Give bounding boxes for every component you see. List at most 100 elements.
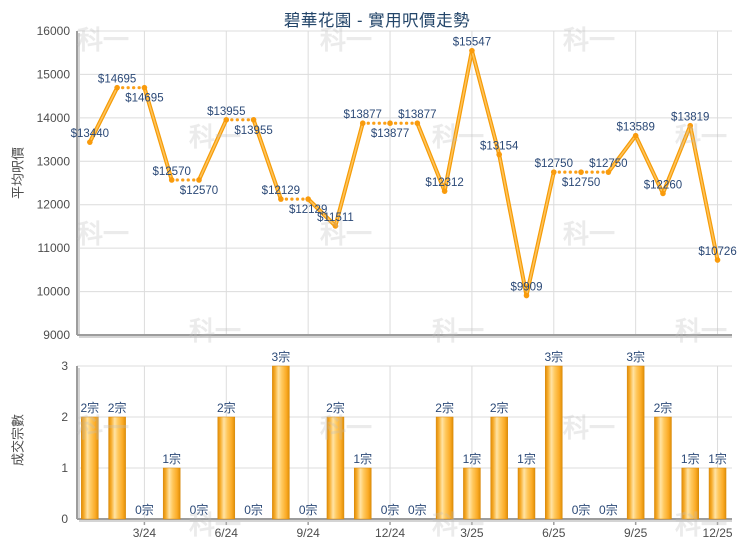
- watermark-text: 科一: [675, 122, 727, 152]
- price-point: [578, 169, 584, 175]
- transaction-bar: [708, 467, 727, 520]
- price-point: [605, 169, 612, 175]
- bar-value-label: 0宗: [135, 502, 154, 517]
- price-point-label: $12260: [644, 179, 682, 191]
- price-point-label: $12570: [153, 166, 191, 178]
- price-line-highlight: [334, 122, 364, 227]
- price-point-label: $11511: [317, 212, 354, 224]
- transaction-bar: [435, 416, 454, 520]
- price-point-label: $13955: [207, 106, 245, 118]
- bar-value-label: 2宗: [326, 400, 345, 415]
- price-point: [196, 177, 202, 183]
- transaction-bar: [162, 467, 181, 520]
- transaction-bar: [272, 365, 290, 520]
- price-line-highlight: [252, 119, 282, 200]
- count-y-tick-label: 3: [61, 359, 68, 373]
- price-point-label: $12570: [180, 185, 218, 197]
- price-point-label: $13819: [671, 112, 709, 124]
- bar-value-label: 1宗: [681, 451, 700, 466]
- price-point-label: $13877: [344, 109, 382, 121]
- price-point: [496, 151, 503, 158]
- bar-value-label: 0宗: [381, 502, 400, 517]
- price-point: [168, 177, 175, 183]
- price-line-highlight: [471, 49, 501, 156]
- price-line-highlight: [416, 122, 446, 192]
- bar-value-label: 2宗: [80, 400, 99, 415]
- watermark-text: 科一: [675, 316, 727, 346]
- watermark-text: 科一: [189, 316, 241, 346]
- price-point: [278, 196, 284, 202]
- count-y-tick-label: 2: [61, 410, 68, 424]
- watermark-text: 科一: [77, 413, 129, 443]
- price-point-label: $10726: [698, 246, 736, 258]
- price-line-highlight: [689, 124, 719, 261]
- bar-value-label: 2宗: [217, 400, 236, 415]
- price-point-label: $12750: [589, 158, 627, 170]
- bar-value-label: 0宗: [299, 502, 318, 517]
- transaction-bar: [217, 416, 236, 520]
- price-y-tick-label: 11000: [38, 241, 71, 255]
- transaction-bar: [545, 365, 563, 520]
- watermark-text: 科一: [563, 25, 615, 55]
- price-point: [332, 223, 339, 229]
- price-line-highlight: [143, 86, 173, 181]
- watermark-text: 科一: [77, 25, 129, 55]
- bar-value-label: 0宗: [599, 502, 618, 517]
- price-point: [359, 120, 366, 126]
- price-chart-gridlines: [77, 30, 732, 335]
- price-point: [223, 117, 230, 123]
- watermark-text: 科一: [77, 219, 129, 249]
- bar-value-label: 0宗: [190, 502, 209, 517]
- bar-value-label: 2宗: [435, 400, 454, 415]
- price-point-label: $13589: [616, 122, 654, 134]
- price-axis-title: 平均呎價: [10, 146, 26, 200]
- price-point-label: $14695: [98, 74, 136, 86]
- price-point: [632, 132, 639, 139]
- bar-value-label: 0宗: [572, 502, 591, 517]
- price-point: [414, 120, 421, 126]
- axes: [76, 31, 732, 525]
- price-y-tick-label: 13000: [37, 154, 71, 168]
- price-line-highlight: [607, 134, 637, 173]
- price-line-highlight: [307, 198, 337, 227]
- transaction-bar: [654, 416, 672, 520]
- x-tick-label: 3/25: [460, 526, 484, 540]
- price-line: [87, 48, 720, 298]
- transaction-bar: [681, 467, 699, 520]
- price-point: [114, 84, 120, 91]
- watermark-text: 科一: [189, 122, 241, 152]
- price-point-label: $13440: [71, 128, 109, 140]
- bar-value-label: 3宗: [544, 349, 563, 364]
- price-y-tick-label: 10000: [37, 285, 71, 299]
- price-point: [687, 122, 694, 129]
- watermark-text: 科一: [432, 316, 484, 346]
- count-y-tick-label: 0: [61, 512, 68, 526]
- price-point-label: $9909: [511, 282, 543, 294]
- x-tick-label: 6/24: [215, 526, 239, 540]
- labels: 16000 15000 14000 13000 12000 11000 10000 9000 0…: [37, 24, 737, 540]
- price-y-tick-label: 15000: [37, 67, 71, 81]
- watermark-text: 科一: [320, 219, 372, 249]
- count-y-tick-label: 1: [61, 461, 68, 475]
- watermark-text: 科一: [320, 25, 372, 55]
- x-tick-label: 12/25: [703, 526, 733, 540]
- transaction-bar: [81, 416, 99, 520]
- price-point: [660, 190, 666, 197]
- price-point: [387, 120, 393, 126]
- price-line-highlight: [634, 134, 664, 195]
- transaction-bar: [490, 416, 508, 520]
- price-point-label: $13877: [371, 128, 409, 140]
- bar-value-label: 2宗: [654, 400, 673, 415]
- price-point: [141, 84, 148, 91]
- bar-value-label: 3宗: [626, 349, 645, 364]
- price-point-label: $12750: [535, 158, 573, 170]
- transaction-bar: [353, 467, 372, 520]
- price-point: [523, 292, 530, 299]
- price-point-label: $13877: [398, 109, 436, 121]
- x-tick-label: 3/24: [133, 526, 157, 540]
- price-markers: [87, 47, 721, 299]
- price-point: [250, 117, 257, 123]
